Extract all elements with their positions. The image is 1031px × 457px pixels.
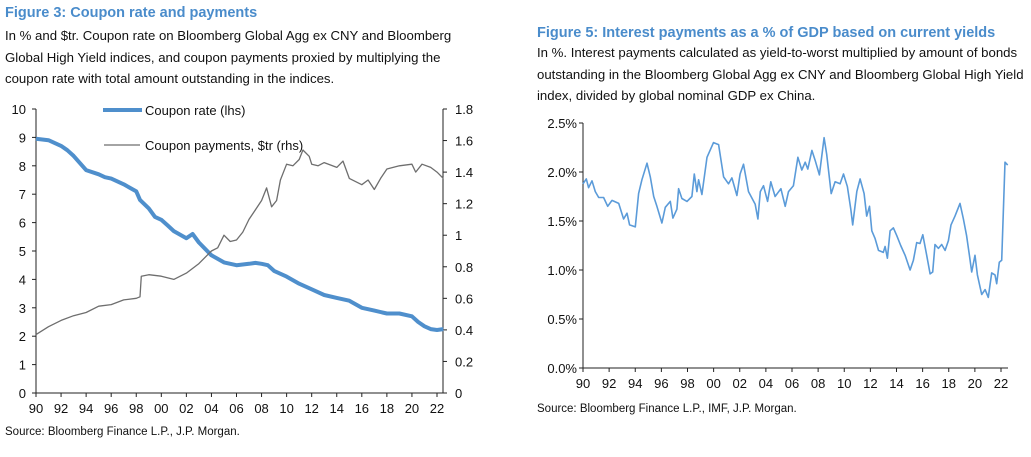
x-tick-label: 96 [104, 401, 118, 416]
x-tick-label: 08 [254, 401, 268, 416]
x-tick-label: 16 [355, 401, 369, 416]
y-tick-label: 1.0% [547, 263, 577, 278]
right-y-tick-label: 0 [455, 386, 462, 401]
x-tick-label: 12 [863, 376, 877, 391]
x-tick-label: 00 [706, 376, 720, 391]
right-y-tick-label: 1 [455, 228, 462, 243]
right-y-tick-label: 0.8 [455, 260, 473, 275]
x-tick-label: 20 [968, 376, 982, 391]
y-tick-label: 2.0% [547, 165, 577, 180]
x-tick-label: 94 [79, 401, 93, 416]
right-y-tick-label: 0.6 [455, 291, 473, 306]
left-y-tick-label: 5 [19, 244, 26, 259]
x-tick-label: 02 [179, 401, 193, 416]
right-y-tick-label: 1.2 [455, 197, 473, 212]
right-source-note: Source: Bloomberg Finance L.P., IMF, J.P… [537, 403, 797, 415]
left-y-tick-label: 6 [19, 216, 26, 231]
right-y-tick-label: 1.8 [455, 102, 473, 117]
x-tick-label: 16 [915, 376, 929, 391]
x-tick-label: 96 [654, 376, 668, 391]
left-y-tick-label: 2 [19, 329, 26, 344]
left-y-tick-label: 8 [19, 159, 26, 174]
right-figure-title: Figure 5: Interest payments as a % of GD… [537, 25, 996, 41]
left-y-tick-label: 7 [19, 187, 26, 202]
right-y-tick-label: 1.6 [455, 134, 473, 149]
left-y-tick-label: 0 [19, 386, 26, 401]
x-tick-label: 14 [889, 376, 903, 391]
left-y-tick-label: 4 [19, 272, 26, 287]
left-y-tick-label: 10 [12, 102, 26, 117]
right-y-tick-label: 0.2 [455, 354, 473, 369]
legend-coupon-payments-label: Coupon payments, $tr (rhs) [145, 138, 303, 153]
left-y-tick-label: 3 [19, 301, 26, 316]
interest-gdp-line [582, 136, 1009, 299]
x-tick-label: 00 [154, 401, 168, 416]
left-y-tick-label: 1 [19, 358, 26, 373]
coupon-chart: 01234567891000.20.40.60.811.21.41.61.890… [12, 102, 474, 416]
x-tick-label: 08 [811, 376, 825, 391]
x-tick-label: 06 [229, 401, 243, 416]
x-tick-label: 10 [279, 401, 293, 416]
x-tick-label: 90 [29, 401, 43, 416]
y-tick-label: 2.5% [547, 116, 577, 131]
x-tick-label: 90 [576, 376, 590, 391]
left-y-tick-label: 9 [19, 130, 26, 145]
x-tick-label: 04 [759, 376, 773, 391]
x-tick-label: 22 [994, 376, 1008, 391]
right-y-tick-label: 0.4 [455, 323, 473, 338]
x-tick-label: 98 [680, 376, 694, 391]
y-tick-label: 0.0% [547, 361, 577, 376]
x-tick-label: 98 [129, 401, 143, 416]
x-tick-label: 22 [430, 401, 444, 416]
right-y-tick-label: 1.4 [455, 165, 473, 180]
left-source-note: Source: Bloomberg Finance L.P., J.P. Mor… [5, 426, 240, 438]
left-figure-subtitle: In % and $tr. Coupon rate on Bloomberg G… [5, 28, 452, 86]
x-tick-label: 92 [602, 376, 616, 391]
coupon-rate-line [35, 136, 444, 332]
coupon-payments-line [35, 149, 444, 336]
x-tick-label: 02 [733, 376, 747, 391]
interest-gdp-chart: 0.0% 0.5% 1.0% 1.5% 2.0% 2.5% 90 92 94 96 98 00 02 04… [547, 116, 1009, 391]
y-tick-label: 1.5% [547, 214, 577, 229]
x-tick-label: 06 [785, 376, 799, 391]
x-tick-label: 20 [405, 401, 419, 416]
x-tick-label: 94 [628, 376, 642, 391]
x-tick-label: 10 [837, 376, 851, 391]
x-tick-label: 92 [54, 401, 68, 416]
x-tick-label: 18 [380, 401, 394, 416]
x-tick-label: 12 [304, 401, 318, 416]
left-figure-title: Figure 3: Coupon rate and payments [5, 5, 258, 21]
x-tick-label: 18 [942, 376, 956, 391]
right-figure-subtitle: In %. Interest payments calculated as yi… [537, 45, 1024, 103]
x-tick-label: 14 [330, 401, 344, 416]
y-tick-label: 0.5% [547, 312, 577, 327]
legend-coupon-rate-label: Coupon rate (lhs) [145, 103, 245, 118]
x-tick-label: 04 [204, 401, 218, 416]
